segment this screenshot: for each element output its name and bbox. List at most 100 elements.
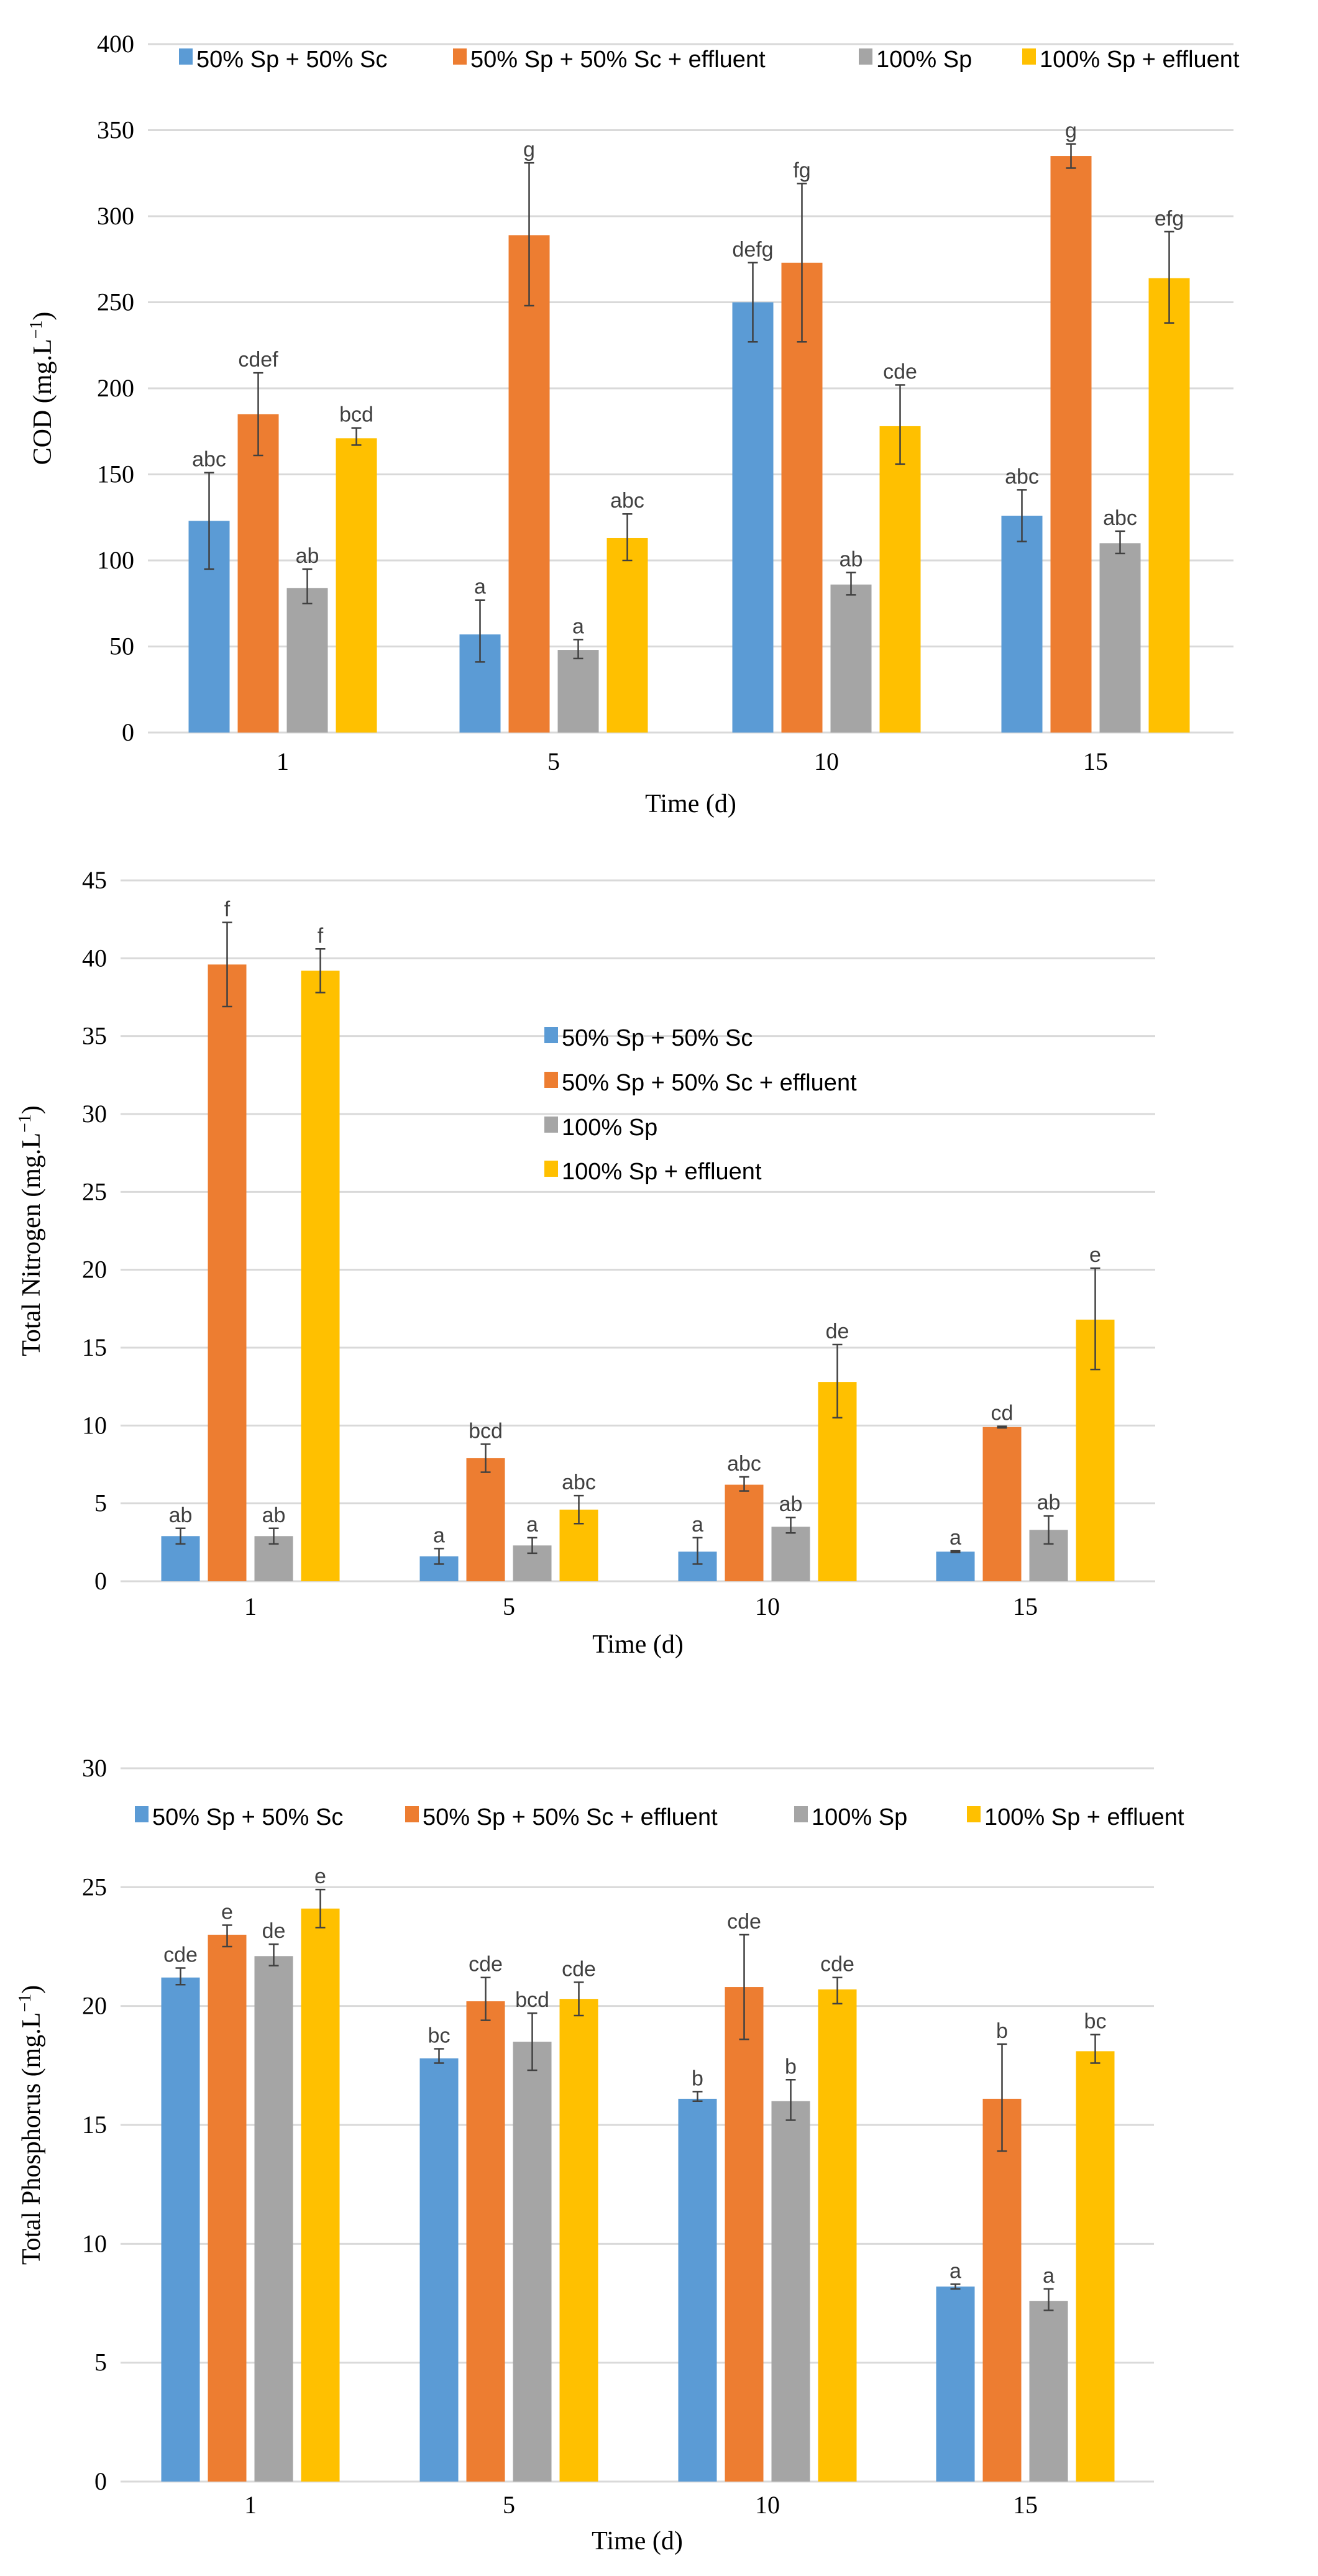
significance-letter: a	[526, 1513, 538, 1537]
y-tick-label: 10	[82, 1411, 107, 1439]
significance-letter: b	[996, 2019, 1008, 2043]
error-bar	[573, 639, 583, 660]
y-tick-label: 5	[94, 2349, 107, 2377]
error-bar	[351, 427, 362, 446]
significance-letter: cde	[820, 1953, 854, 1976]
bar	[982, 1427, 1022, 1581]
x-axis-title: Time (d)	[592, 2527, 683, 2555]
significance-letter: cde	[727, 1910, 761, 1934]
bar	[508, 235, 550, 733]
error-bar	[1115, 530, 1125, 555]
x-tick-label: 1	[277, 747, 289, 775]
significance-letter: ab	[779, 1492, 803, 1516]
bar	[725, 1987, 764, 2482]
y-tick-label: 40	[82, 944, 107, 972]
y-tick-label: 0	[94, 1567, 107, 1595]
error-bar	[222, 921, 232, 1008]
error-bar	[950, 2283, 961, 2290]
significance-letter: a	[572, 614, 584, 638]
error-bar	[222, 1924, 232, 1948]
significance-letter: abc	[192, 448, 226, 472]
y-tick-label: 10	[82, 2229, 107, 2257]
bar	[301, 1908, 340, 2482]
x-axis-title: Time (d)	[592, 1630, 684, 1659]
error-bar	[739, 1934, 749, 2040]
y-axis-title: Total Nitrogen (mg.L−1)	[16, 1105, 47, 1356]
significance-letter: e	[221, 1901, 233, 1924]
significance-letter: a	[950, 2259, 961, 2283]
bar	[879, 426, 921, 733]
significance-letter: bc	[1084, 2010, 1107, 2034]
significance-letter: b	[692, 2067, 703, 2090]
y-tick-label: 150	[97, 460, 134, 488]
y-axis-title-end: )	[17, 1985, 46, 1994]
significance-letter: f	[318, 924, 324, 948]
y-tick-label: 15	[82, 2111, 107, 2139]
bar	[732, 302, 774, 733]
significance-letter: efg	[1155, 207, 1184, 231]
bar	[1099, 543, 1141, 733]
bar	[725, 1484, 764, 1581]
error-bar	[175, 1527, 186, 1545]
error-bar	[1043, 1515, 1054, 1545]
error-bar	[574, 1494, 584, 1525]
error-bar	[692, 1537, 703, 1565]
error-bar	[527, 2012, 538, 2071]
error-bar	[1066, 143, 1076, 169]
bar	[1001, 515, 1043, 733]
significance-letter: bcd	[339, 403, 373, 427]
significance-letter: g	[1065, 119, 1077, 143]
error-bar	[895, 384, 905, 465]
significance-letter: ab	[1037, 1491, 1061, 1515]
legend: 50% Sp + 50% Sc 50% Sp + 50% Sc + effluen…	[135, 1804, 1184, 1830]
x-tick-label: 1	[244, 2491, 257, 2519]
bar	[1050, 156, 1092, 733]
x-tick-label: 10	[814, 747, 839, 775]
bar	[557, 650, 599, 733]
error-bar	[846, 572, 856, 596]
legend-swatch	[405, 1806, 419, 1822]
bar	[559, 1999, 598, 2482]
significance-letter: ab	[169, 1504, 193, 1527]
significance-letter: abc	[1103, 506, 1137, 530]
legend-swatch	[794, 1806, 808, 1822]
y-tick-label: 200	[97, 374, 134, 402]
bar	[818, 1989, 857, 2482]
y-axis-title-superscript: −1	[27, 321, 46, 339]
legend-label: 100% Sp	[876, 47, 972, 73]
x-tick-label: 5	[503, 2491, 515, 2519]
significance-letter: ab	[840, 547, 863, 571]
x-axis-title: Time (d)	[645, 790, 736, 818]
significance-letter: e	[1089, 1243, 1101, 1267]
error-bar	[253, 372, 263, 457]
bar	[336, 438, 377, 733]
significance-letter: a	[433, 1523, 445, 1547]
significance-letter: abc	[610, 489, 644, 513]
bar	[513, 2042, 552, 2482]
error-bar	[480, 1443, 491, 1473]
error-bar	[574, 1981, 584, 2017]
y-tick-label: 250	[97, 288, 134, 316]
error-bar	[1043, 2288, 1054, 2311]
bar	[237, 414, 279, 733]
bar	[161, 1977, 200, 2482]
significance-letter: fg	[793, 158, 810, 182]
error-bar	[434, 2048, 444, 2064]
error-bar	[204, 472, 214, 570]
significance-letter: cd	[991, 1402, 1014, 1425]
y-tick-label: 20	[82, 1256, 107, 1284]
y-axis-title-superscript: −1	[16, 1114, 35, 1133]
bar	[936, 1551, 975, 1581]
legend-label: 50% Sp + 50% Sc	[152, 1804, 343, 1830]
significance-letter: a	[1043, 2264, 1055, 2288]
x-tick-label: 5	[547, 747, 560, 775]
error-bar	[268, 1943, 279, 1966]
error-bar	[748, 262, 758, 343]
bar	[830, 584, 872, 733]
y-axis-title: Total Phosphorus (mg.L−1)	[16, 1985, 47, 2265]
chart-0: 050100150200250300350400abcadefgabccdefg…	[27, 30, 1240, 818]
legend-swatch	[544, 1161, 558, 1177]
bar	[466, 1458, 505, 1581]
legend-swatch	[179, 48, 193, 65]
legend-label: 100% Sp + effluent	[984, 1804, 1184, 1830]
